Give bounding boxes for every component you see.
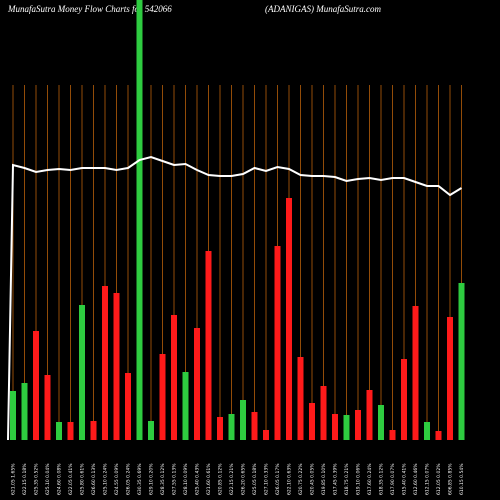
x-tick-label: 615.40 0.41% [402,463,408,495]
x-tick-label: 625.10 0.24% [103,463,109,495]
x-tick-label: 622.15 0.21% [229,463,235,495]
bar [67,422,74,440]
bar [79,305,85,440]
x-tick-label: 625.40 0.43% [195,463,201,495]
x-tick-label: 610.15 0.54% [459,463,465,495]
x-tick-label: 629.10 0.20% [149,463,155,495]
x-tick-label: 628.35 0.12% [160,463,166,495]
bar [240,400,246,440]
x-tick-label: 625.35 0.52% [34,463,40,495]
bar [297,357,304,440]
bar [263,430,269,440]
bar [366,390,373,440]
bar [205,251,212,440]
x-tick-label: 617.90 0.07% [390,463,396,495]
bar [217,417,223,440]
x-tick-label: 620.45 0.05% [310,463,316,495]
bar [424,422,430,440]
x-tick-label: 628.10 0.09% [183,463,189,495]
x-tick-label: 625.80 0.61% [80,463,86,495]
bar [228,414,235,440]
bar [389,430,396,440]
x-tick-label: 624.55 0.09% [114,463,120,495]
chart-title: MunafaSutra Money Flow Charts for 542066 [7,4,172,14]
x-tick-label: 625.10 0.04% [45,463,51,495]
bar [401,359,407,440]
x-tick-label: 617.45 0.39% [333,463,339,495]
bar [44,375,51,440]
bar [435,431,442,440]
x-tick-label: 620.75 0.22% [298,463,304,495]
x-tick-label: 630.35 0.69% [137,463,143,495]
bar [10,391,16,440]
bar [320,386,327,440]
bar [194,328,200,440]
bar [343,415,350,440]
x-tick-label: 619.85 0.10% [321,463,327,495]
bar [102,286,108,440]
x-tick-label: 627.10 0.33% [264,463,270,495]
bar [56,422,62,440]
x-tick-label: 624.60 0.08% [57,463,63,495]
bar [378,405,384,440]
bar [125,373,131,440]
price-line [7,155,463,441]
x-tick-label: 622.10 0.63% [287,463,293,495]
x-tick-label: 622.05 0.41% [68,463,74,495]
bar [286,198,292,440]
x-tick-label: 612.05 0.02% [436,463,442,495]
x-tick-label: 620.85 0.12% [218,463,224,495]
x-tick-label: 626.05 0.24% [126,463,132,495]
bar [90,421,97,440]
bar [136,0,143,440]
bar [113,293,120,440]
bar [447,317,453,440]
x-tick-label: 619.10 0.06% [356,463,362,495]
bar [33,331,39,440]
bar [412,306,419,440]
x-tick-label: 626.05 0.17% [275,463,281,495]
x-tick-label: 618.75 0.21% [344,463,350,495]
chart-subtitle: (ADANIGAS) MunafaSutra.com [265,4,381,14]
bar [355,410,361,440]
x-tick-label: 627.55 0.13% [172,463,178,495]
bar [251,412,258,440]
bar [458,283,465,440]
x-tick-label: 612.15 0.07% [425,463,431,495]
x-tick-label: 618.35 0.12% [379,463,385,495]
bar [171,315,177,440]
x-tick-label: 626.60 0.13% [91,463,97,495]
x-tick-label: 621.05 1.65% [11,463,17,495]
bar [159,354,166,440]
x-tick-label: 612.60 0.46% [413,463,419,495]
bar [21,383,28,440]
bar [182,372,189,440]
x-tick-label: 617.60 0.24% [367,463,373,495]
bar [332,414,338,440]
x-tick-label: 622.15 0.18% [22,463,28,495]
x-tick-label: 626.20 0.65% [241,463,247,495]
bar [309,403,315,440]
x-tick-label: 621.60 0.61% [206,463,212,495]
x-tick-label: 606.85 0.85% [448,463,454,495]
bar [274,246,281,440]
bar [148,421,154,440]
x-tick-label: 625.05 0.18% [252,463,258,495]
